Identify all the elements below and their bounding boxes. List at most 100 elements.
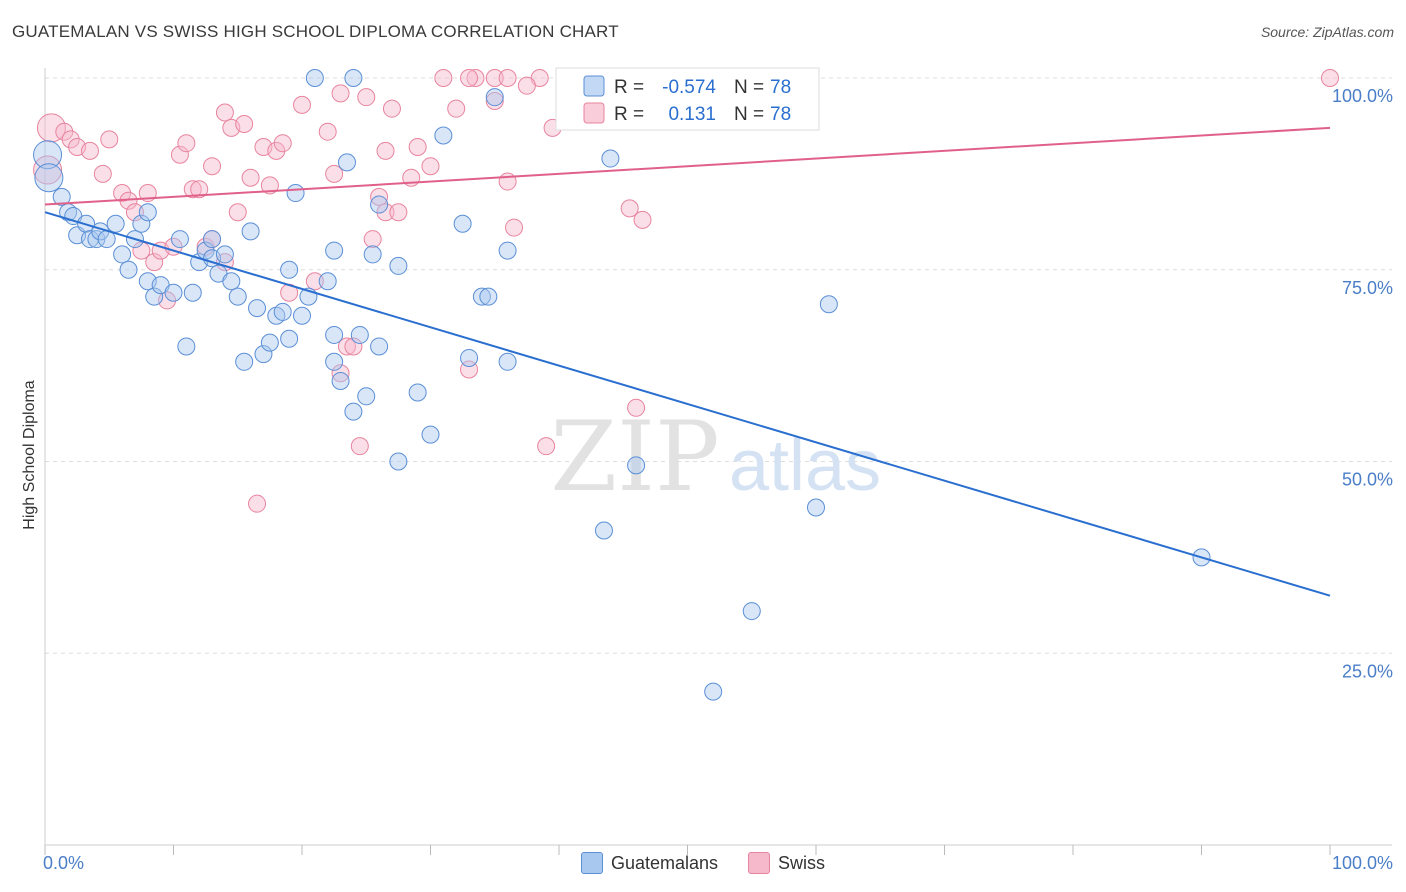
series-guatemalans [33, 69, 1211, 701]
guatemalan-point-13 [119, 260, 138, 279]
swiss-point-26 [228, 203, 247, 222]
swiss-point-23 [203, 157, 222, 176]
guatemalan-point-27 [203, 230, 222, 249]
guatemalan-point-40 [280, 260, 299, 279]
swiss-point-0 [33, 155, 63, 185]
legend-r-value-2: 0.131 [668, 104, 716, 125]
guatemalan-point-29 [215, 245, 234, 264]
guatemalan-point-38 [273, 302, 292, 321]
swiss-point-10 [125, 203, 144, 222]
guatemalan-point-20 [164, 283, 183, 302]
legend-swatch-swiss [748, 852, 771, 874]
swiss-point-62 [537, 437, 556, 456]
swiss-point-37 [318, 122, 337, 141]
swiss-point-75 [517, 76, 536, 95]
swiss-point-13 [145, 253, 164, 272]
swiss-point-29 [248, 494, 267, 513]
guatemalan-point-39 [280, 329, 299, 348]
swiss-point-70 [633, 210, 652, 229]
guatemalan-point-44 [305, 69, 324, 87]
guatemalan-point-18 [145, 287, 164, 306]
guatemalan-point-71 [627, 456, 646, 475]
swiss-point-8 [113, 184, 132, 203]
guatemalan-point-51 [344, 69, 363, 87]
guatemalan-point-69 [601, 149, 620, 168]
guatemalan-point-74 [807, 498, 825, 517]
swiss-point-1 [36, 113, 66, 143]
guatemalan-point-77 [325, 352, 344, 371]
swiss-point-69 [627, 398, 646, 417]
swiss-point-47 [376, 203, 395, 222]
guatemalan-point-64 [472, 287, 491, 306]
guatemalan-point-35 [254, 345, 273, 364]
legend-bottom: Guatemalans Swiss [0, 852, 1406, 874]
guatemalan-point-22 [177, 337, 196, 356]
swiss-point-31 [260, 176, 279, 195]
swiss-point-42 [344, 337, 363, 356]
swiss-point-46 [370, 187, 389, 206]
y-tick-label-3: 25.0% [1342, 661, 1393, 681]
legend-item-guatemalans: Guatemalans [580, 852, 718, 874]
guatemalan-point-34 [248, 299, 267, 318]
swiss-point-43 [350, 437, 369, 456]
guatemalan-point-65 [479, 287, 498, 306]
guatemalan-point-62 [453, 214, 472, 233]
swiss-point-27 [235, 115, 254, 134]
guatemalan-point-70 [594, 521, 613, 540]
guatemalan-point-46 [325, 241, 344, 260]
legend-stats: R = -0.574 N = 78 R = 0.131 N = 78 [555, 67, 820, 131]
swiss-point-68 [620, 199, 639, 218]
legend-r-label-1: R = [614, 77, 644, 98]
trend-lines [44, 126, 1331, 597]
legend-n-value-2: 78 [770, 104, 791, 125]
guatemalan-point-73 [742, 602, 761, 621]
swiss-point-17 [170, 145, 189, 164]
swiss-point-44 [357, 88, 376, 107]
guatemalan-point-16 [138, 203, 157, 222]
swiss-point-56 [466, 69, 485, 87]
swiss-point-53 [434, 69, 453, 87]
axes [44, 68, 1392, 855]
swiss-point-20 [190, 180, 209, 199]
source-label: Source: ZipAtlas.com [1260, 24, 1394, 40]
swiss-point-24 [215, 103, 234, 122]
swiss-point-51 [408, 138, 427, 157]
legend-label-swiss: Swiss [778, 852, 826, 873]
swiss-point-72 [498, 69, 517, 87]
swiss-point-48 [382, 99, 401, 118]
y-tick-label-1: 75.0% [1342, 278, 1393, 298]
guatemalan-point-61 [434, 126, 453, 145]
guatemalan-point-66 [485, 88, 504, 107]
swiss-point-18 [177, 134, 196, 153]
swiss-point-39 [331, 364, 350, 383]
guatemalan-point-53 [357, 387, 376, 406]
legend-swatch-guatemalans [580, 852, 603, 874]
tick-labels: 100.0% 75.0% 50.0% 25.0% 0.0% 100.0% [43, 86, 1393, 873]
guatemalan-point-68 [498, 352, 517, 371]
guatemalan-point-23 [183, 283, 202, 302]
trend-line-swiss [44, 126, 1331, 206]
swiss-point-52 [421, 157, 440, 176]
guatemalan-point-11 [106, 214, 125, 233]
guatemalan-point-47 [325, 325, 344, 344]
swiss-point-32 [267, 141, 286, 160]
chart-title: GUATEMALAN VS SWISS HIGH SCHOOL DIPLOMA … [12, 22, 619, 41]
guatemalan-point-31 [228, 287, 247, 306]
swiss-point-33 [273, 134, 292, 153]
swiss-point-6 [93, 164, 112, 183]
swiss-point-28 [241, 168, 260, 187]
guatemalan-point-58 [389, 452, 408, 471]
guatemalan-point-49 [337, 153, 356, 172]
y-tick-label-2: 50.0% [1342, 470, 1393, 490]
guatemalan-point-1 [34, 163, 64, 193]
swiss-point-21 [196, 237, 215, 256]
swiss-point-40 [331, 84, 350, 103]
swiss-point-71 [1321, 69, 1339, 87]
guatemalan-point-33 [241, 222, 260, 241]
swiss-point-60 [505, 218, 524, 237]
legend-swatch-swiss [583, 102, 605, 124]
x-tick-label-1: 100.0% [1332, 853, 1393, 873]
swiss-point-2 [55, 122, 74, 141]
legend-n-label-1: N = [734, 77, 764, 98]
